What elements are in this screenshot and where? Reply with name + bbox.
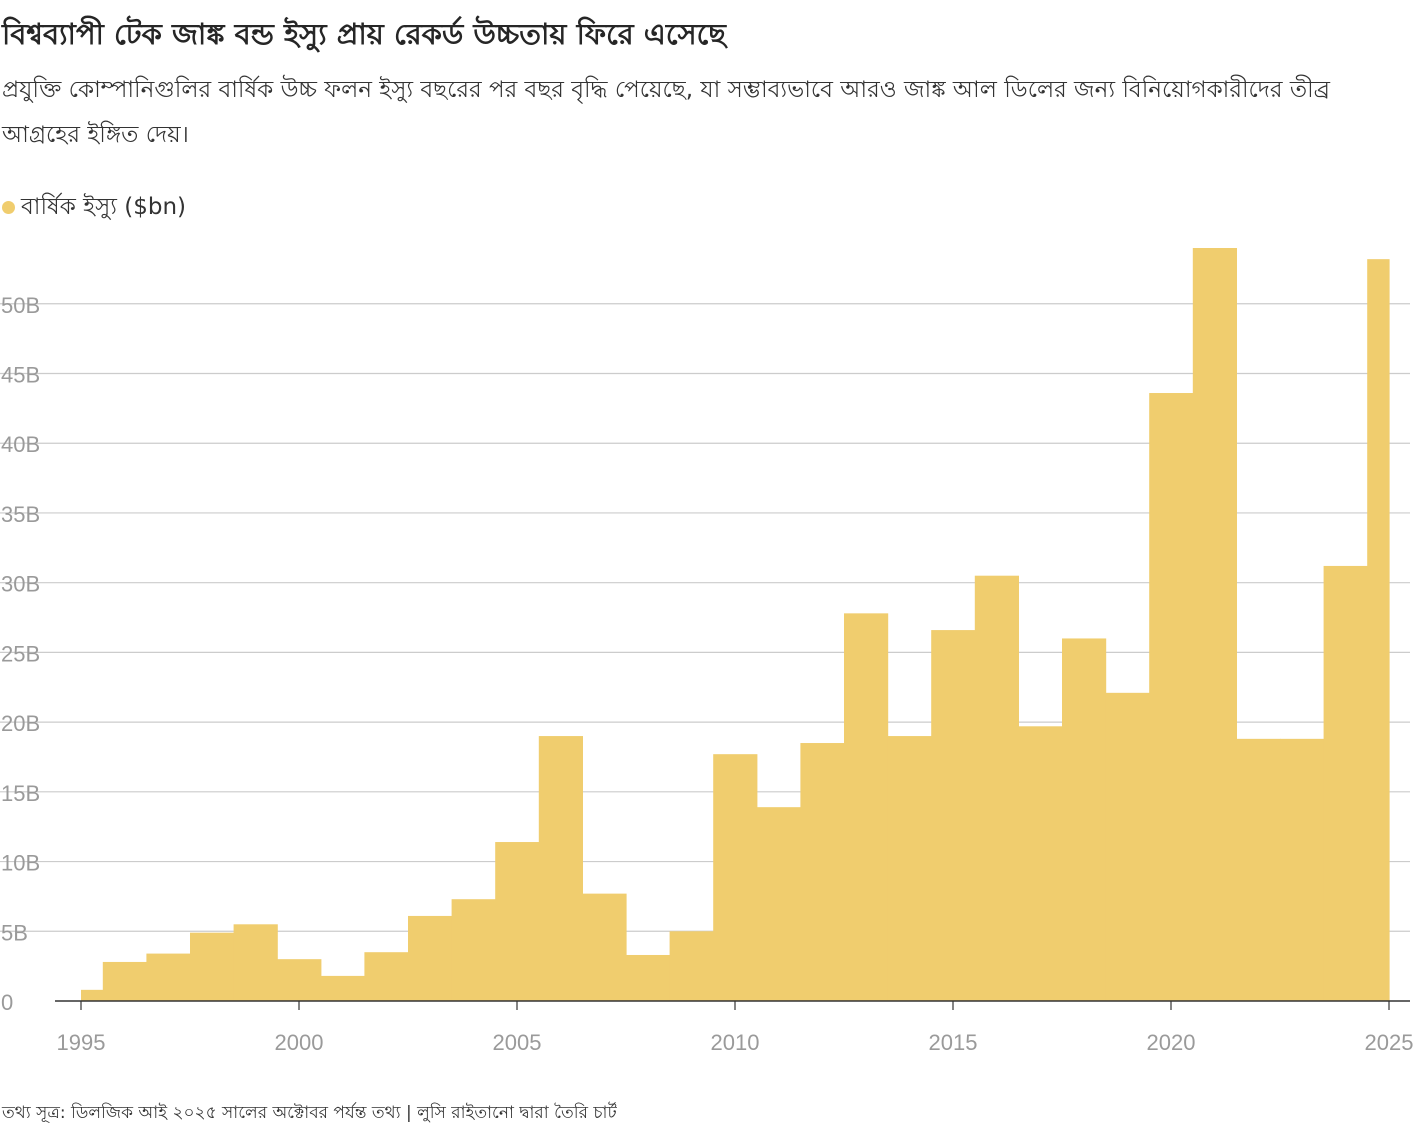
area-bar-2025	[1367, 259, 1390, 1002]
y-tick-label: 35B	[1, 502, 40, 527]
x-tick-label: 2000	[275, 1030, 324, 1055]
x-tick-label: 2010	[711, 1030, 760, 1055]
area-bar-2015	[931, 630, 976, 1001]
x-tick-label: 2015	[929, 1030, 978, 1055]
y-tick-label: 0	[1, 990, 13, 1015]
area-bar-2002	[364, 952, 409, 1001]
y-tick-label: 5B	[1, 920, 28, 945]
y-tick-label: 45B	[1, 363, 40, 388]
area-bar-1995	[81, 989, 104, 1001]
area-bar-2003	[408, 915, 453, 1001]
area-bar-2021	[1192, 248, 1237, 1001]
area-bar-2009	[669, 931, 714, 1001]
y-tick-label: 40B	[1, 432, 40, 457]
chart-subtitle: প্রযুক্তি কোম্পানিগুলির বার্ষিক উচ্চ ফলন…	[2, 77, 1331, 148]
area-bar-2020	[1149, 393, 1194, 1001]
area-bar-2014	[887, 736, 932, 1001]
y-tick-label: 50B	[1, 293, 40, 318]
area-bar-2013	[844, 613, 889, 1001]
area-bar-1996	[102, 961, 147, 1001]
area-bar-2008	[626, 954, 671, 1001]
area-bar-2004	[451, 899, 496, 1001]
area-bar-2024	[1323, 565, 1368, 1001]
legend-label: বার্ষিক ইস্যু ($bn)	[21, 194, 187, 220]
area-bar-1997	[146, 953, 191, 1001]
area-bar-2018	[1062, 638, 1107, 1001]
y-tick-label: 10B	[1, 851, 40, 876]
chart-title: বিশ্বব্যাপী টেক জাঙ্ক বন্ড ইস্যু প্রায় …	[2, 17, 726, 51]
area-bar-2012	[800, 743, 845, 1001]
area-bar-2023	[1280, 738, 1325, 1001]
legend: বার্ষিক ইস্যু ($bn)	[2, 188, 186, 227]
x-tick-label: 1995	[57, 1030, 106, 1055]
area-bar-2001	[320, 975, 365, 1001]
area-bar-2000	[277, 959, 322, 1001]
area-bar-2022	[1236, 738, 1281, 1001]
area-bar-2017	[1018, 726, 1063, 1001]
x-tick-label: 2020	[1147, 1030, 1196, 1055]
area-bar-2010	[713, 754, 758, 1001]
y-tick-label: 30B	[1, 572, 40, 597]
area-bar-2011	[756, 807, 801, 1001]
area-bar-2019	[1105, 692, 1150, 1001]
y-tick-label: 25B	[1, 641, 40, 666]
area-bar-1999	[233, 924, 278, 1001]
area-chart: 0 5B 10B 15B 20B 25B 30B 35B 40B 45B 50B 1995 2000 20…	[0, 248, 1414, 1055]
area-bar-2016	[974, 575, 1019, 1001]
area-bar-2007	[582, 893, 627, 1001]
area-bar-1998	[190, 932, 235, 1001]
x-tick-label: 2005	[493, 1030, 542, 1055]
y-tick-label: 20B	[1, 711, 40, 736]
source-note: তথ্য সূত্র: ডিলজিক আই ২০২৫ সালের অক্টোবর…	[2, 1103, 617, 1123]
x-tick-label: 2025	[1365, 1030, 1414, 1055]
y-tick-label: 15B	[1, 781, 40, 806]
area-bar-2005	[495, 842, 540, 1001]
legend-swatch	[2, 201, 15, 214]
area-bar-2006	[538, 736, 583, 1001]
